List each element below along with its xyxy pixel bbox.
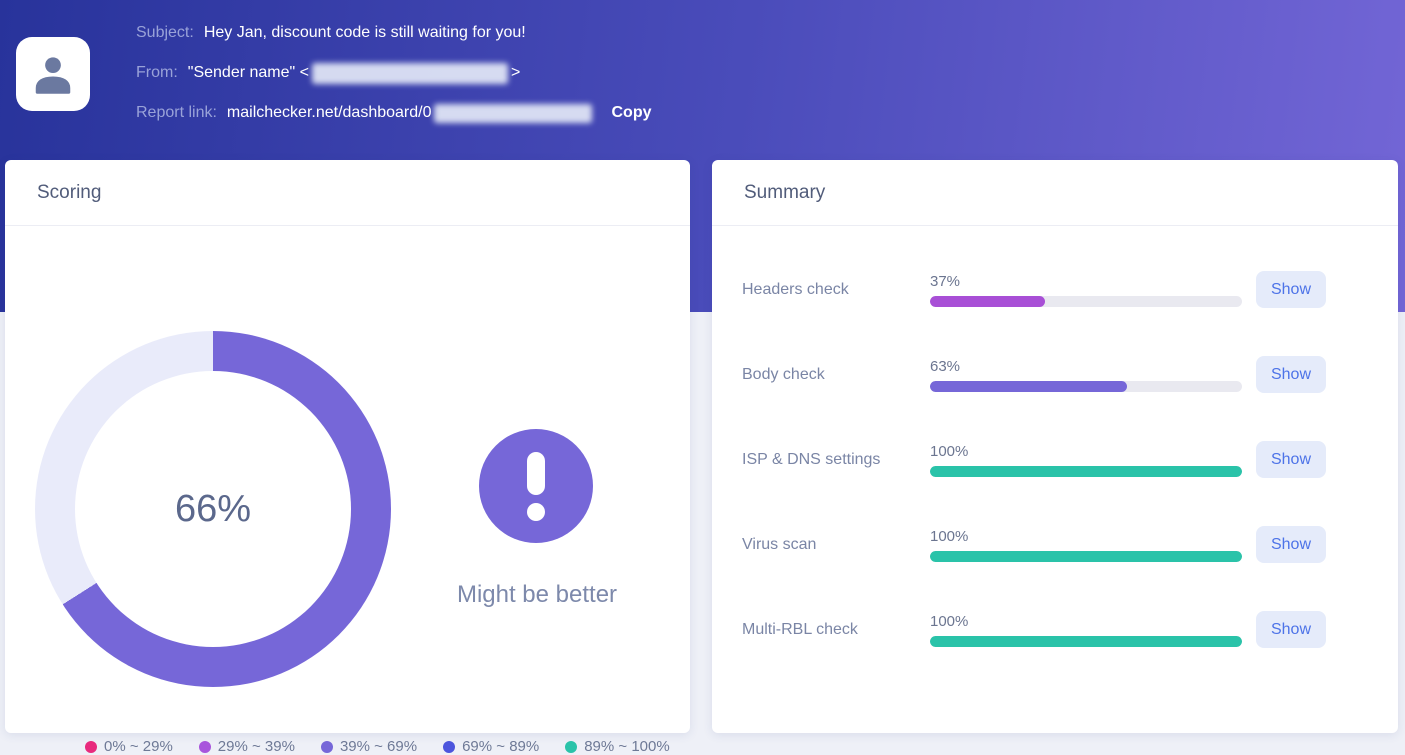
redacted-report-id	[433, 103, 592, 123]
show-button[interactable]: Show	[1256, 271, 1326, 308]
show-button[interactable]: Show	[1256, 356, 1326, 393]
progress-value: 37%	[930, 272, 961, 290]
progress-fill	[930, 380, 1127, 392]
progress-value: 100%	[930, 612, 969, 630]
legend-label: 89% ~ 100%	[584, 738, 670, 755]
legend-label: 39% ~ 69%	[339, 738, 418, 755]
legend-label: 29% ~ 39%	[217, 738, 295, 755]
progress-group: 100%	[930, 613, 1242, 647]
subject-value: Hey Jan, discount code is still waiting …	[203, 24, 526, 41]
report-link-value[interactable]: mailchecker.net/dashboard/0	[226, 104, 432, 121]
score-value: 66%	[174, 487, 252, 530]
score-donut-chart: 66%	[35, 331, 391, 687]
progress-track	[930, 295, 1242, 307]
legend-item: 89% ~ 100%	[565, 738, 670, 755]
show-button[interactable]: Show	[1256, 611, 1326, 648]
check-label: Multi-RBL check	[742, 620, 858, 638]
summary-row: ISP & DNS settings 100% Show	[742, 432, 1398, 487]
legend-item: 29% ~ 39%	[198, 738, 295, 755]
progress-group: 37%	[930, 273, 1242, 307]
legend-item: 69% ~ 89%	[443, 738, 539, 755]
legend-dot	[198, 740, 211, 753]
summary-rows: Headers check 37% Show Body check 63% Show ISP…	[712, 226, 1398, 657]
progress-fill	[930, 550, 1242, 562]
legend-dot	[320, 740, 333, 753]
copy-button[interactable]: Copy	[611, 104, 652, 121]
report-link-label: Report link:	[136, 104, 217, 121]
summary-row: Body check 63% Show	[742, 347, 1398, 402]
legend-label: 69% ~ 89%	[462, 738, 540, 755]
from-row: From: "Sender name" < >	[136, 61, 652, 85]
scoring-card-title: Scoring	[5, 160, 690, 226]
progress-fill	[930, 635, 1242, 647]
person-icon	[35, 57, 71, 94]
summary-card: Summary Headers check 37% Show Body check 63…	[712, 160, 1398, 733]
from-value: "Sender name" <	[187, 64, 309, 81]
progress-group: 100%	[930, 528, 1242, 562]
progress-fill	[930, 295, 1046, 307]
check-label: Headers check	[742, 280, 849, 298]
legend-dot	[85, 740, 97, 753]
subject-row: Subject: Hey Jan, discount code is still…	[136, 21, 652, 45]
progress-group: 63%	[930, 358, 1242, 392]
progress-value: 63%	[930, 357, 961, 375]
legend-dot	[443, 740, 456, 753]
progress-fill	[930, 465, 1242, 477]
summary-row: Virus scan 100% Show	[742, 517, 1398, 572]
progress-track	[930, 380, 1242, 392]
score-legend: 0% ~ 29% 29% ~ 39% 39% ~ 69% 69% ~ 89% 89% ~…	[85, 738, 670, 755]
progress-track	[930, 550, 1242, 562]
summary-row: Multi-RBL check 100% Show	[742, 602, 1398, 657]
progress-value: 100%	[930, 527, 969, 545]
warning-icon	[479, 429, 593, 543]
legend-dot	[565, 740, 578, 753]
scoring-card: Scoring 66% Might be better 0% ~ 29% 29% …	[5, 160, 690, 755]
show-button[interactable]: Show	[1256, 441, 1326, 478]
exclamation-bar	[527, 452, 545, 495]
email-meta: Subject: Hey Jan, discount code is still…	[136, 21, 652, 141]
progress-value: 100%	[930, 442, 969, 460]
legend-item: 39% ~ 69%	[320, 738, 418, 755]
progress-group: 100%	[930, 443, 1242, 477]
summary-row: Headers check 37% Show	[742, 262, 1398, 317]
check-label: Body check	[742, 365, 825, 383]
redacted-email-address	[312, 62, 508, 84]
progress-track	[930, 635, 1242, 647]
check-label: Virus scan	[742, 535, 817, 553]
score-verdict: Might be better	[456, 581, 618, 608]
report-link-row: Report link: mailchecker.net/dashboard/0…	[136, 101, 652, 125]
check-label: ISP & DNS settings	[742, 450, 881, 468]
progress-track	[930, 465, 1242, 477]
legend-item: 0% ~ 29%	[85, 738, 173, 755]
summary-card-title: Summary	[712, 160, 1398, 226]
avatar	[16, 37, 90, 111]
from-label: From:	[136, 64, 178, 81]
from-value-close: >	[511, 64, 521, 81]
legend-label: 0% ~ 29%	[104, 738, 173, 755]
show-button[interactable]: Show	[1256, 526, 1326, 563]
subject-label: Subject:	[136, 24, 194, 41]
exclamation-dot	[527, 503, 545, 521]
